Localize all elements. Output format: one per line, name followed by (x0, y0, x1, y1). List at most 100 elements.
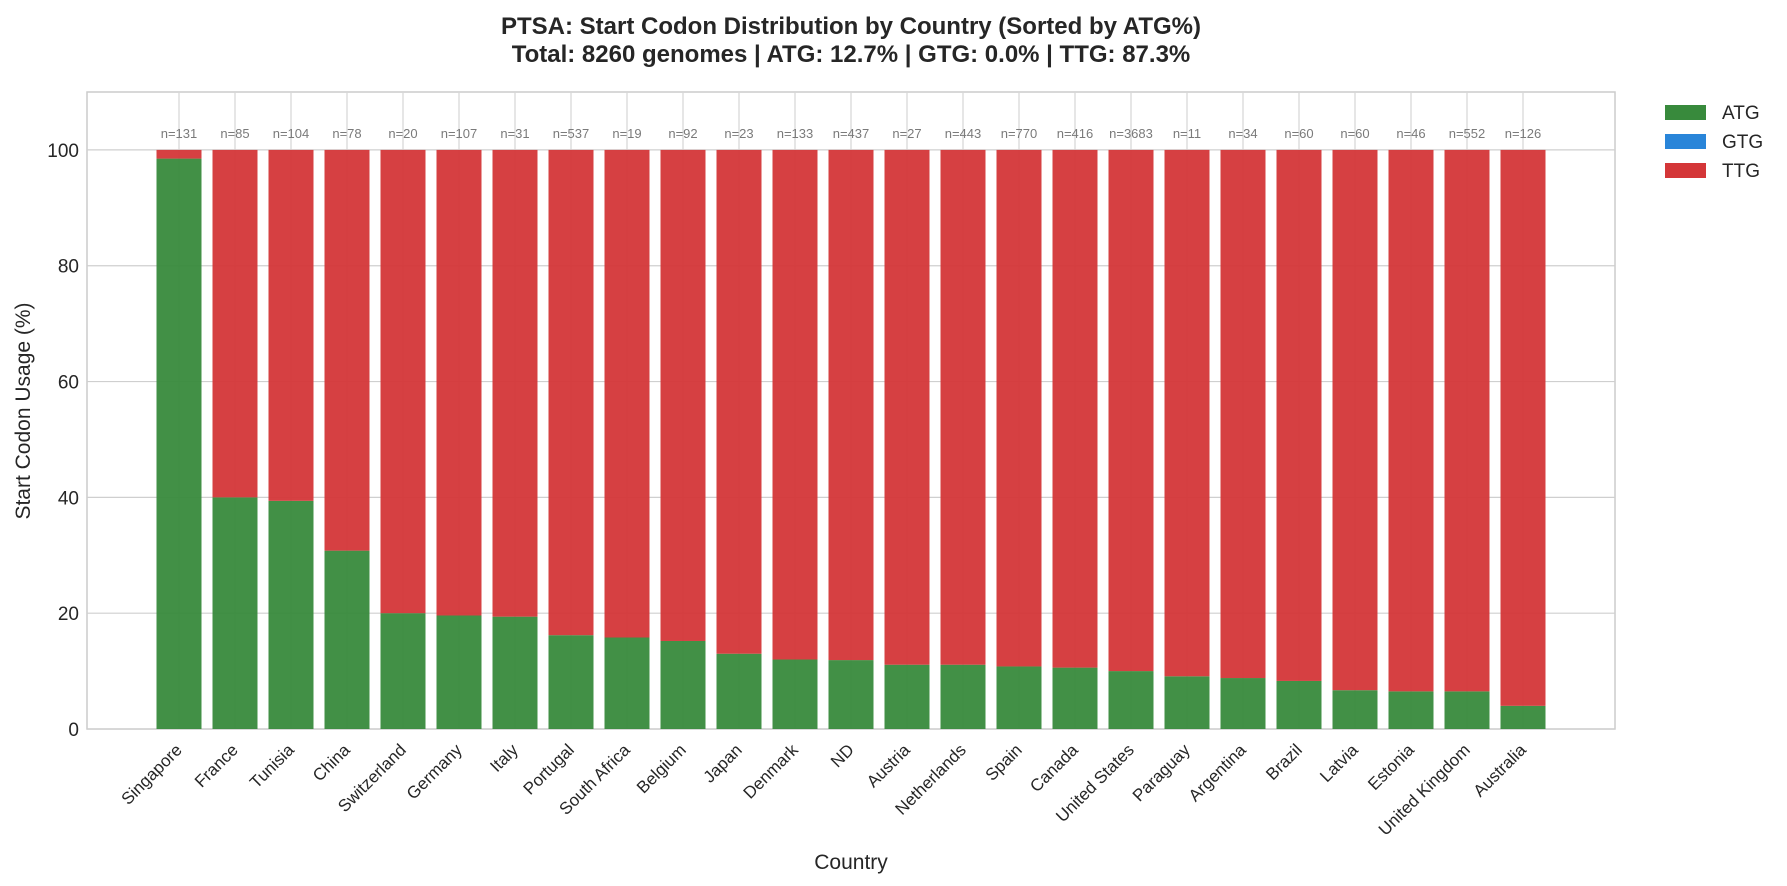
bar-atg-united-states (1108, 671, 1154, 729)
legend: ATG GTG TTG (1665, 103, 1763, 182)
n-label: n=770 (1001, 126, 1038, 141)
x-tick-label: Latvia (1316, 740, 1362, 786)
x-tick-label: Australia (1470, 740, 1531, 801)
bar-ttg-denmark (772, 149, 818, 660)
bar-ttg-italy (492, 149, 538, 617)
bar-atg-japan (716, 653, 762, 729)
bar-ttg-portugal (548, 149, 594, 636)
n-label: n=443 (945, 126, 982, 141)
bar-atg-france (212, 497, 258, 729)
bar-ttg-nd (828, 149, 874, 661)
sample-size-labels: n=131 n=85 n=104 n=78 n=20 n=107 n=31 n=537 n=19… (161, 126, 1542, 141)
bar-ttg-estonia (1388, 149, 1434, 692)
bar-ttg-germany (436, 149, 482, 616)
bar-ttg-china (324, 149, 370, 551)
bar-atg-australia (1500, 705, 1546, 729)
bar-ttg-united-states (1108, 149, 1154, 672)
bar-atg-south-africa (604, 637, 650, 729)
x-tick-label: Estonia (1364, 740, 1418, 794)
bar-ttg-japan (716, 149, 762, 654)
bar-atg-portugal (548, 635, 594, 729)
bar-ttg-paraguay (1164, 149, 1210, 677)
bar-atg-belgium (660, 640, 706, 729)
n-label: n=104 (273, 126, 310, 141)
y-axis-ticks: 0 20 40 60 80 100 (47, 141, 79, 741)
x-tick-label: Spain (982, 740, 1026, 784)
legend-label-ttg: TTG (1722, 161, 1760, 182)
bar-ttg-belgium (660, 149, 706, 641)
legend-swatch-gtg (1665, 134, 1706, 149)
x-tick-label: Argentina (1185, 740, 1250, 805)
x-tick-label: ND (827, 740, 858, 771)
bar-atg-spain (996, 666, 1042, 729)
n-label: n=552 (1449, 126, 1486, 141)
n-label: n=11 (1173, 126, 1201, 141)
n-label: n=31 (500, 126, 529, 141)
bar-atg-latvia (1332, 690, 1378, 729)
x-tick-label: Canada (1026, 740, 1082, 796)
bar-atg-brazil (1276, 680, 1322, 729)
n-label: n=60 (1284, 126, 1313, 141)
n-label: n=34 (1228, 126, 1257, 141)
x-tick-label: Belgium (633, 740, 690, 797)
n-label: n=78 (332, 126, 361, 141)
y-tick-label: 60 (58, 373, 79, 394)
bars-group (156, 149, 1546, 729)
x-axis-label: Country (814, 851, 888, 874)
x-tick-label: Austria (863, 740, 914, 791)
bar-atg-singapore (156, 158, 202, 729)
n-label: n=46 (1396, 126, 1425, 141)
bar-atg-argentina (1220, 678, 1266, 729)
legend-label-gtg: GTG (1722, 132, 1763, 153)
bar-ttg-singapore (156, 149, 202, 159)
chart-title: PTSA: Start Codon Distribution by Countr… (501, 13, 1201, 40)
n-label: n=92 (668, 126, 697, 141)
x-tick-label: Brazil (1262, 740, 1305, 783)
bar-atg-austria (884, 664, 930, 729)
bar-atg-estonia (1388, 691, 1434, 729)
bar-ttg-united-kingdom (1444, 149, 1490, 692)
bar-atg-denmark (772, 659, 818, 729)
bar-atg-nd (828, 660, 874, 729)
n-label: n=20 (388, 126, 417, 141)
x-tick-label: Japan (700, 740, 746, 786)
x-tick-label: Italy (486, 740, 522, 776)
y-tick-label: 0 (68, 720, 79, 741)
bar-ttg-switzerland (380, 149, 426, 614)
x-tick-label: Singapore (118, 740, 186, 808)
y-axis-label: Start Codon Usage (%) (12, 302, 35, 519)
n-label: n=19 (612, 126, 641, 141)
n-label: n=133 (777, 126, 814, 141)
bar-ttg-canada (1052, 149, 1098, 668)
x-tick-label: Tunisia (246, 740, 298, 792)
legend-swatch-atg (1665, 105, 1706, 120)
bar-atg-germany (436, 615, 482, 729)
bar-ttg-tunisia (268, 149, 314, 501)
x-tick-label: Portugal (520, 740, 578, 798)
bar-ttg-france (212, 149, 258, 498)
x-tick-label: France (191, 740, 242, 791)
n-label: n=85 (220, 126, 249, 141)
x-tick-label: China (309, 740, 354, 785)
bar-ttg-latvia (1332, 149, 1378, 691)
bar-atg-paraguay (1164, 676, 1210, 729)
bar-atg-china (324, 550, 370, 729)
x-axis-ticks: Singapore France Tunisia ChinaSwitzerlandGe… (118, 740, 1531, 839)
n-label: n=23 (724, 126, 753, 141)
x-tick-label: Denmark (740, 740, 803, 803)
n-label: n=537 (553, 126, 590, 141)
bar-ttg-brazil (1276, 149, 1322, 681)
bar-atg-canada (1052, 667, 1098, 729)
y-tick-label: 100 (47, 141, 79, 162)
bar-atg-italy (492, 616, 538, 729)
y-tick-label: 40 (58, 488, 79, 509)
y-tick-label: 20 (58, 604, 79, 625)
x-tick-label: Germany (403, 740, 466, 803)
bar-ttg-south-africa (604, 149, 650, 638)
bar-ttg-australia (1500, 149, 1546, 706)
n-label: n=437 (833, 126, 870, 141)
n-label: n=107 (441, 126, 478, 141)
bar-ttg-austria (884, 149, 930, 665)
bar-atg-switzerland (380, 613, 426, 729)
n-label: n=126 (1505, 126, 1542, 141)
